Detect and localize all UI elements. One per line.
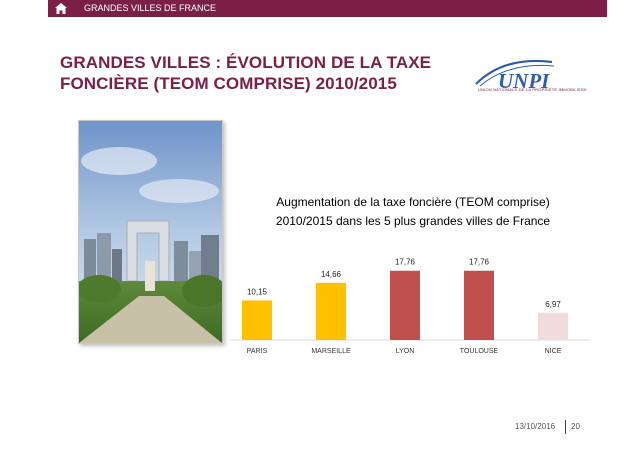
bar-paris <box>242 300 272 340</box>
category-label: PARIS <box>247 348 268 355</box>
value-label: 14,66 <box>321 270 342 279</box>
category-label: NICE <box>545 348 562 355</box>
top-bar: GRANDES VILLES DE FRANCE <box>0 0 638 17</box>
value-label: 6,97 <box>545 300 561 309</box>
bar-lyon <box>390 270 420 340</box>
bar-marseille <box>316 282 346 340</box>
slide-title-line1: GRANDES VILLES : ÉVOLUTION DE LA TAXE <box>60 53 432 72</box>
home-button[interactable] <box>48 0 74 17</box>
value-label: 17,76 <box>395 258 416 267</box>
category-label: MARSEILLE <box>311 348 351 355</box>
home-icon <box>55 3 67 14</box>
city-photo <box>78 120 223 344</box>
unpi-logo: UNPI <box>474 54 584 98</box>
bar-toulouse <box>464 270 494 340</box>
chart-title: Augmentation de la taxe foncière (TEOM c… <box>243 193 583 231</box>
value-label: 17,76 <box>469 258 490 267</box>
category-label: LYON <box>396 348 415 355</box>
logo-subtext: UNION NATIONALE DE LA PROPRIÉTÉ IMMOBILI… <box>478 87 587 92</box>
logo-text: UNPI <box>498 69 550 93</box>
footer-date: 13/10/2016 <box>515 422 556 431</box>
section-label: GRANDES VILLES DE FRANCE <box>74 0 607 17</box>
page-number: 20 <box>571 422 580 431</box>
slide-title-line2: FONCIÈRE (TEOM COMPRISE) 2010/2015 <box>60 74 397 93</box>
category-label: TOULOUSE <box>460 348 499 355</box>
chart-title-line2: 2010/2015 dans les 5 plus grandes villes… <box>275 214 551 228</box>
chart-title-line1: Augmentation de la taxe foncière (TEOM c… <box>276 195 550 209</box>
value-label: 10,15 <box>247 287 268 296</box>
footer-divider <box>565 420 566 434</box>
slide-title: GRANDES VILLES : ÉVOLUTION DE LA TAXE FO… <box>60 52 480 94</box>
bar-chart: 10,15 PARIS 14,66 MARSEILLE 17,76 LYON 17,76 TO… <box>230 258 590 355</box>
bar-nice <box>538 312 568 340</box>
